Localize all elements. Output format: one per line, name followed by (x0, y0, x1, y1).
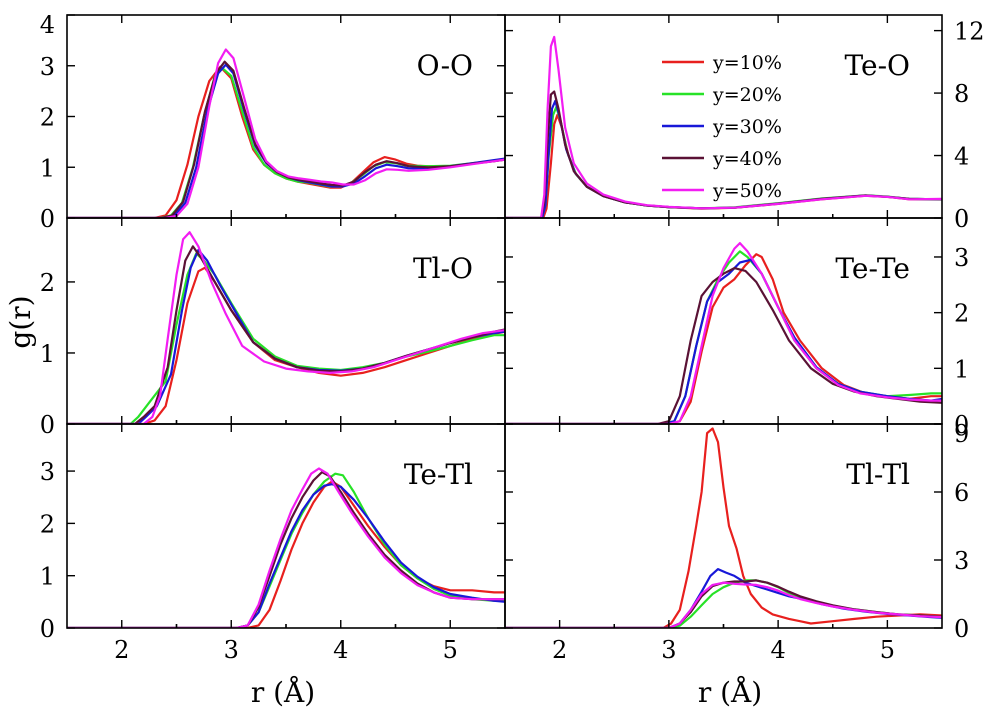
y-tick-label: 2 (40, 510, 55, 538)
series-tl-tl-y30pct (505, 568, 942, 628)
y-axis-title: g(r) (4, 295, 37, 348)
series-group (505, 35, 942, 218)
x-tick-label: 5 (880, 636, 895, 664)
legend-label: y=30% (712, 116, 782, 138)
panel-te-o: 0 4 8 12 Te-O (504, 14, 985, 233)
series-te-te-y40pct (505, 267, 942, 424)
series-te-o-y50pct (505, 35, 942, 218)
y-tick-label: 9 (954, 420, 969, 448)
y-tick-label: 0 (40, 411, 55, 439)
y-tick-label: 2 (40, 104, 55, 132)
x-tick-label: 4 (333, 636, 348, 664)
series-te-tl-y10pct (67, 480, 505, 628)
series-o-o-y50pct (67, 48, 505, 218)
y-tick-label: 6 (954, 479, 969, 507)
y-tick-label: 4 (40, 11, 55, 39)
panel-title: O-O (417, 49, 473, 82)
y-tick-label: 2 (40, 269, 55, 297)
x-tick-label: 2 (114, 636, 129, 664)
legend-label: y=50% (712, 180, 782, 202)
panel-te-tl: 2 3 4 5 0 1 2 3 Te-Tl (40, 423, 506, 664)
panel-o-o: 0 1 2 3 4 O-O (40, 11, 506, 233)
x-tick-label: 5 (443, 636, 458, 664)
series-te-tl-y40pct (67, 471, 505, 628)
y-tick-label: 1 (40, 563, 55, 591)
panel-title: Te-Tl (404, 458, 473, 491)
panel-frame (66, 217, 506, 425)
legend: y=10% y=20% y=30% y=40% y=50% (662, 52, 782, 202)
series-o-o-y40pct (67, 60, 505, 218)
panel-tl-tl: 2 3 4 5 0 3 6 9 Tl-Tl (504, 420, 969, 664)
y-tick-label: 0 (954, 411, 969, 439)
y-tick-label: 3 (954, 244, 969, 272)
y-tick-label: 12 (954, 18, 985, 46)
series-tl-tl-y10pct (505, 427, 942, 628)
series-te-tl-y50pct (67, 467, 505, 628)
series-te-tl-y30pct (67, 483, 505, 628)
series-group (67, 467, 505, 628)
panel-frame (504, 217, 943, 425)
x-tick-label: 4 (770, 636, 785, 664)
series-te-tl-y20pct (67, 472, 505, 628)
panel-title: Tl-O (413, 252, 473, 285)
x-axis-title-right: r (Å) (698, 676, 762, 709)
panel-tl-o: 0 1 2 Tl-O (40, 217, 506, 439)
series-o-o-y20pct (67, 67, 505, 218)
panel-te-te: 0 1 2 3 Te-Te (504, 217, 969, 439)
y-tick-label: 3 (954, 547, 969, 575)
legend-label: y=10% (712, 52, 782, 74)
y-tick-label: 1 (40, 340, 55, 368)
panel-frame (66, 14, 506, 219)
series-group (505, 242, 942, 424)
series-tl-o-y50pct (67, 231, 505, 424)
y-tick-label: 0 (954, 205, 969, 233)
series-group (505, 427, 942, 628)
panel-title: Te-Te (835, 252, 910, 285)
y-tick-label: 0 (40, 205, 55, 233)
legend-label: y=20% (712, 84, 782, 106)
x-axis-title-left: r (Å) (251, 676, 315, 709)
y-tick-label: 0 (954, 615, 969, 643)
y-tick-label: 8 (954, 80, 969, 108)
legend-label: y=40% (712, 148, 782, 170)
series-tl-tl-y20pct (505, 579, 942, 628)
series-o-o-y10pct (67, 65, 505, 218)
series-tl-tl-y50pct (505, 581, 942, 628)
x-tick-label: 2 (552, 636, 567, 664)
x-tick-label: 3 (224, 636, 239, 664)
y-tick-label: 3 (40, 53, 55, 81)
panel-title: Te-O (845, 49, 911, 82)
y-tick-label: 3 (40, 458, 55, 486)
y-tick-label: 2 (954, 300, 969, 328)
x-tick-label: 3 (661, 636, 676, 664)
y-tick-label: 0 (40, 615, 55, 643)
series-te-te-y50pct (505, 242, 942, 424)
panel-frame (504, 423, 943, 629)
y-tick-label: 1 (954, 355, 969, 383)
y-tick-label: 4 (954, 143, 969, 171)
series-group (67, 48, 505, 218)
series-o-o-y30pct (67, 63, 505, 218)
series-group (67, 231, 505, 424)
y-tick-label: 1 (40, 154, 55, 182)
panel-title: Tl-Tl (846, 458, 910, 491)
